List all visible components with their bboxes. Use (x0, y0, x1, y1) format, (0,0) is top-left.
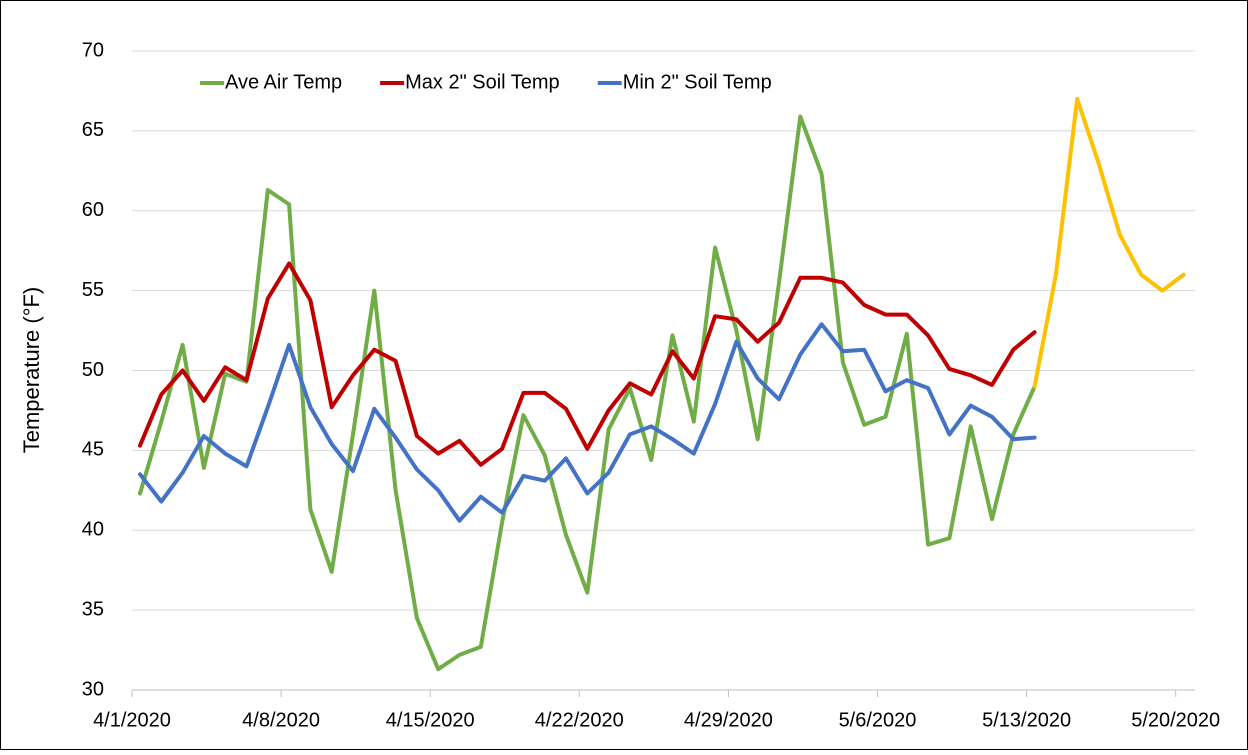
x-tick-label: 5/20/2020 (1131, 709, 1220, 731)
y-tick-label: 40 (82, 519, 104, 541)
x-tick-label: 4/8/2020 (242, 709, 320, 731)
y-tick-label: 60 (82, 199, 104, 221)
x-tick-label: 4/22/2020 (535, 709, 624, 731)
y-tick-label: 65 (82, 119, 104, 141)
x-tick-label: 4/15/2020 (386, 709, 475, 731)
legend-label: Max 2" Soil Temp (405, 71, 560, 93)
y-tick-label: 30 (82, 678, 104, 700)
y-tick-label: 45 (82, 439, 104, 461)
x-tick-label: 5/6/2020 (839, 709, 917, 731)
series-line (1032, 96, 1186, 389)
series-line (138, 114, 1037, 672)
x-tick-label: 4/29/2020 (684, 709, 773, 731)
legend-label: Ave Air Temp (225, 71, 342, 93)
series-line (138, 322, 1037, 523)
y-tick-label: 50 (82, 359, 104, 381)
y-axis-title: Temperature (°F) (19, 287, 44, 454)
x-tick-label: 5/13/2020 (982, 709, 1071, 731)
y-tick-label: 35 (82, 598, 104, 620)
x-tick-label: 4/1/2020 (93, 709, 171, 731)
legend-label: Min 2" Soil Temp (623, 71, 772, 93)
y-tick-label: 55 (82, 279, 104, 301)
series-line (138, 261, 1037, 467)
y-tick-label: 70 (82, 39, 104, 61)
